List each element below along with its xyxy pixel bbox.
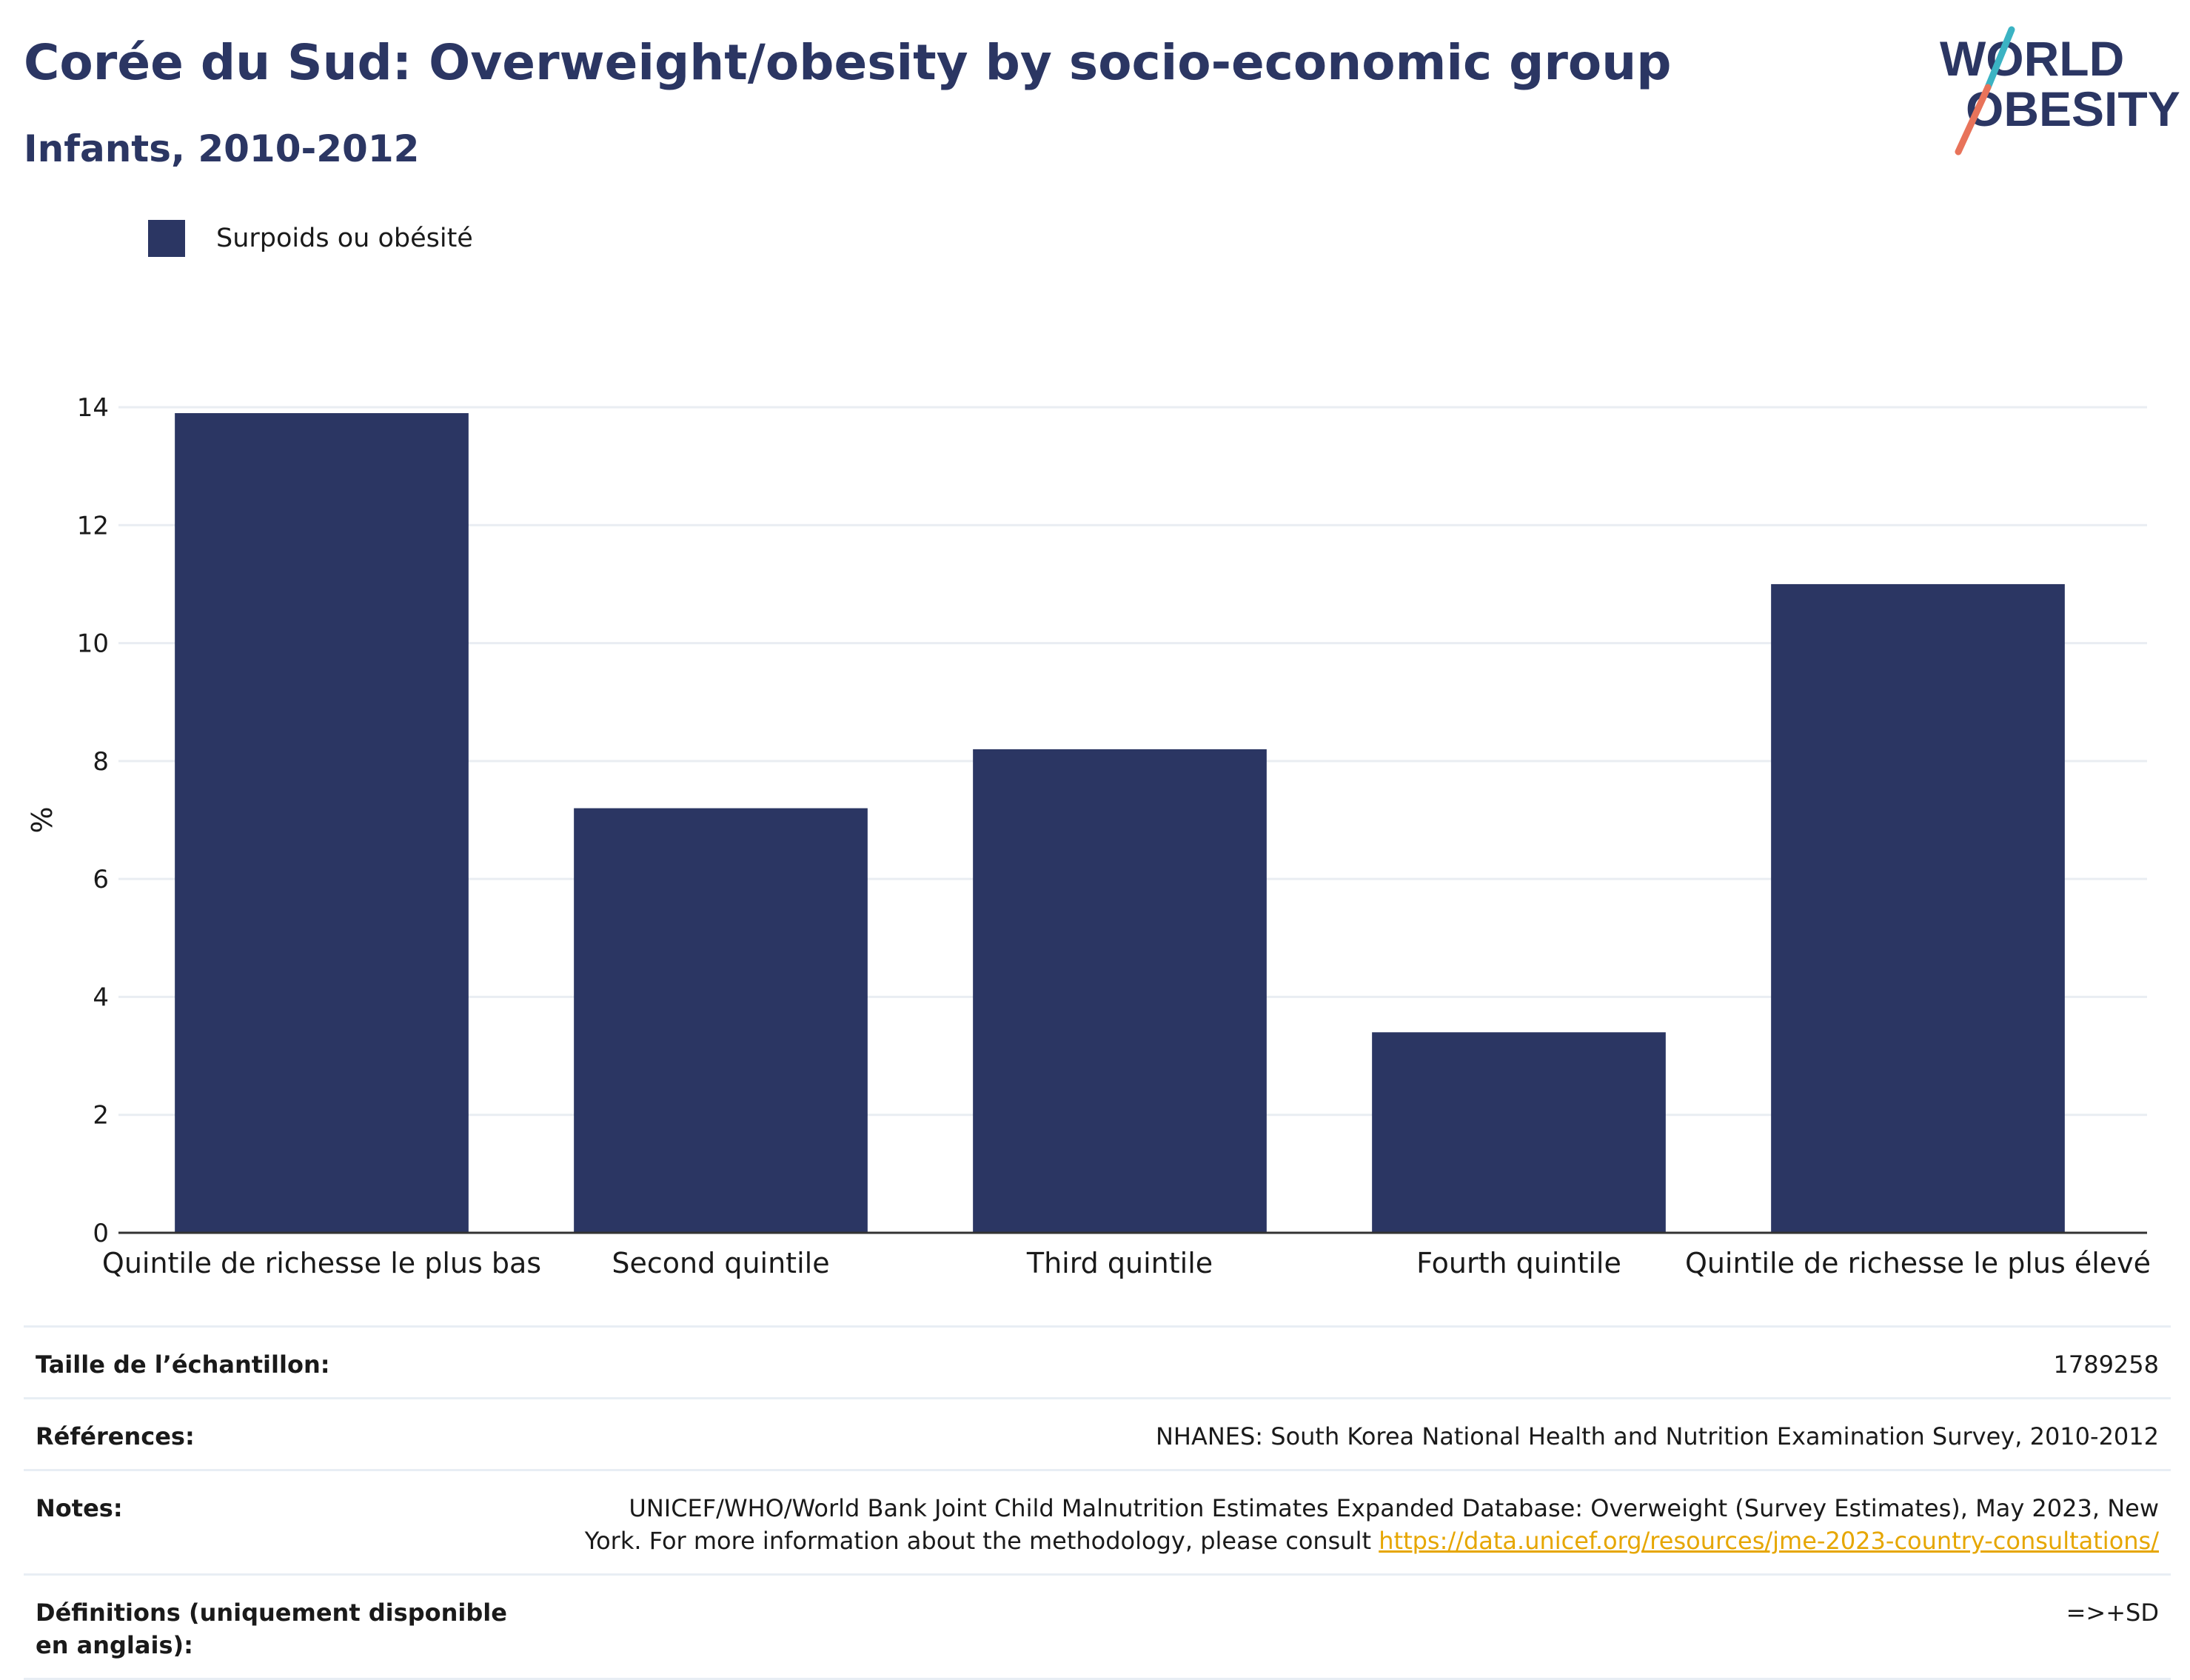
y-tick-label: 0 [93, 1219, 109, 1248]
y-tick-label: 14 [77, 393, 109, 423]
info-table: Taille de l’échantillon: 1789258 Référen… [24, 1325, 2171, 1680]
info-row-definitions: Définitions (uniquement disponible en an… [24, 1573, 2171, 1680]
chart-title: Corée du Sud: Overweight/obesity by soci… [24, 34, 1672, 91]
info-row-notes: Notes: UNICEF/WHO/World Bank Joint Child… [24, 1469, 2171, 1573]
notes-text-line2: York. For more information about the met… [584, 1527, 1379, 1555]
y-tick-label: 2 [93, 1101, 109, 1131]
y-tick-label: 6 [93, 865, 109, 894]
y-axis-label: % [26, 806, 58, 833]
legend-label: Surpoids ou obésité [216, 224, 473, 253]
y-tick-label: 12 [77, 511, 109, 541]
world-obesity-logo: WORLD OBESITY [1940, 26, 2180, 155]
bar-chart: 0 2 4 6 8 10 12 14% Quintile de richesse le plus… [26, 393, 2151, 1279]
bar [574, 808, 868, 1233]
references-value: NHANES: South Korea National Health and … [1155, 1422, 2159, 1450]
definitions-label: Définitions (uniquement disponible en an… [36, 1599, 507, 1659]
chart-subtitle: Infants, 2010-2012 [24, 127, 420, 170]
sample-size-label: Taille de l’échantillon: [36, 1351, 330, 1379]
definitions-value: =>+SD [2066, 1599, 2159, 1627]
sample-size-value: 1789258 [2053, 1351, 2159, 1379]
notes-link[interactable]: https://data.unicef.org/resources/jme-20… [1379, 1527, 2159, 1555]
y-tick-label: 10 [77, 629, 109, 659]
x-tick-label: Second quintile [612, 1247, 829, 1279]
bar [1372, 1032, 1666, 1233]
notes-text-line1: UNICEF/WHO/World Bank Joint Child Malnut… [629, 1494, 2159, 1522]
bar [175, 412, 469, 1233]
bar [973, 749, 1267, 1233]
logo-word-2: OBESITY [1966, 81, 2180, 136]
legend: Surpoids ou obésité [148, 219, 473, 258]
x-tick-label: Third quintile [1026, 1247, 1213, 1279]
x-tick-label: Quintile de richesse le plus bas [102, 1247, 541, 1279]
logo-slash-top [1984, 26, 2015, 91]
y-tick-label: 4 [93, 983, 109, 1012]
info-row-references: Références: NHANES: South Korea National… [24, 1397, 2171, 1469]
bar [1771, 583, 2065, 1233]
x-tick-label: Quintile de richesse le plus élevé [1685, 1247, 2151, 1279]
notes-label: Notes: [36, 1494, 123, 1522]
legend-swatch [148, 220, 185, 257]
info-row-sample-size: Taille de l’échantillon: 1789258 [24, 1325, 2171, 1397]
notes-value: UNICEF/WHO/World Bank Joint Child Malnut… [554, 1492, 2159, 1557]
logo-word-1: WORLD [1940, 31, 2124, 86]
logo-slash-bottom [1955, 84, 1992, 155]
y-tick-label: 8 [93, 747, 109, 777]
references-label: Références: [36, 1422, 195, 1450]
x-tick-label: Fourth quintile [1416, 1247, 1621, 1279]
